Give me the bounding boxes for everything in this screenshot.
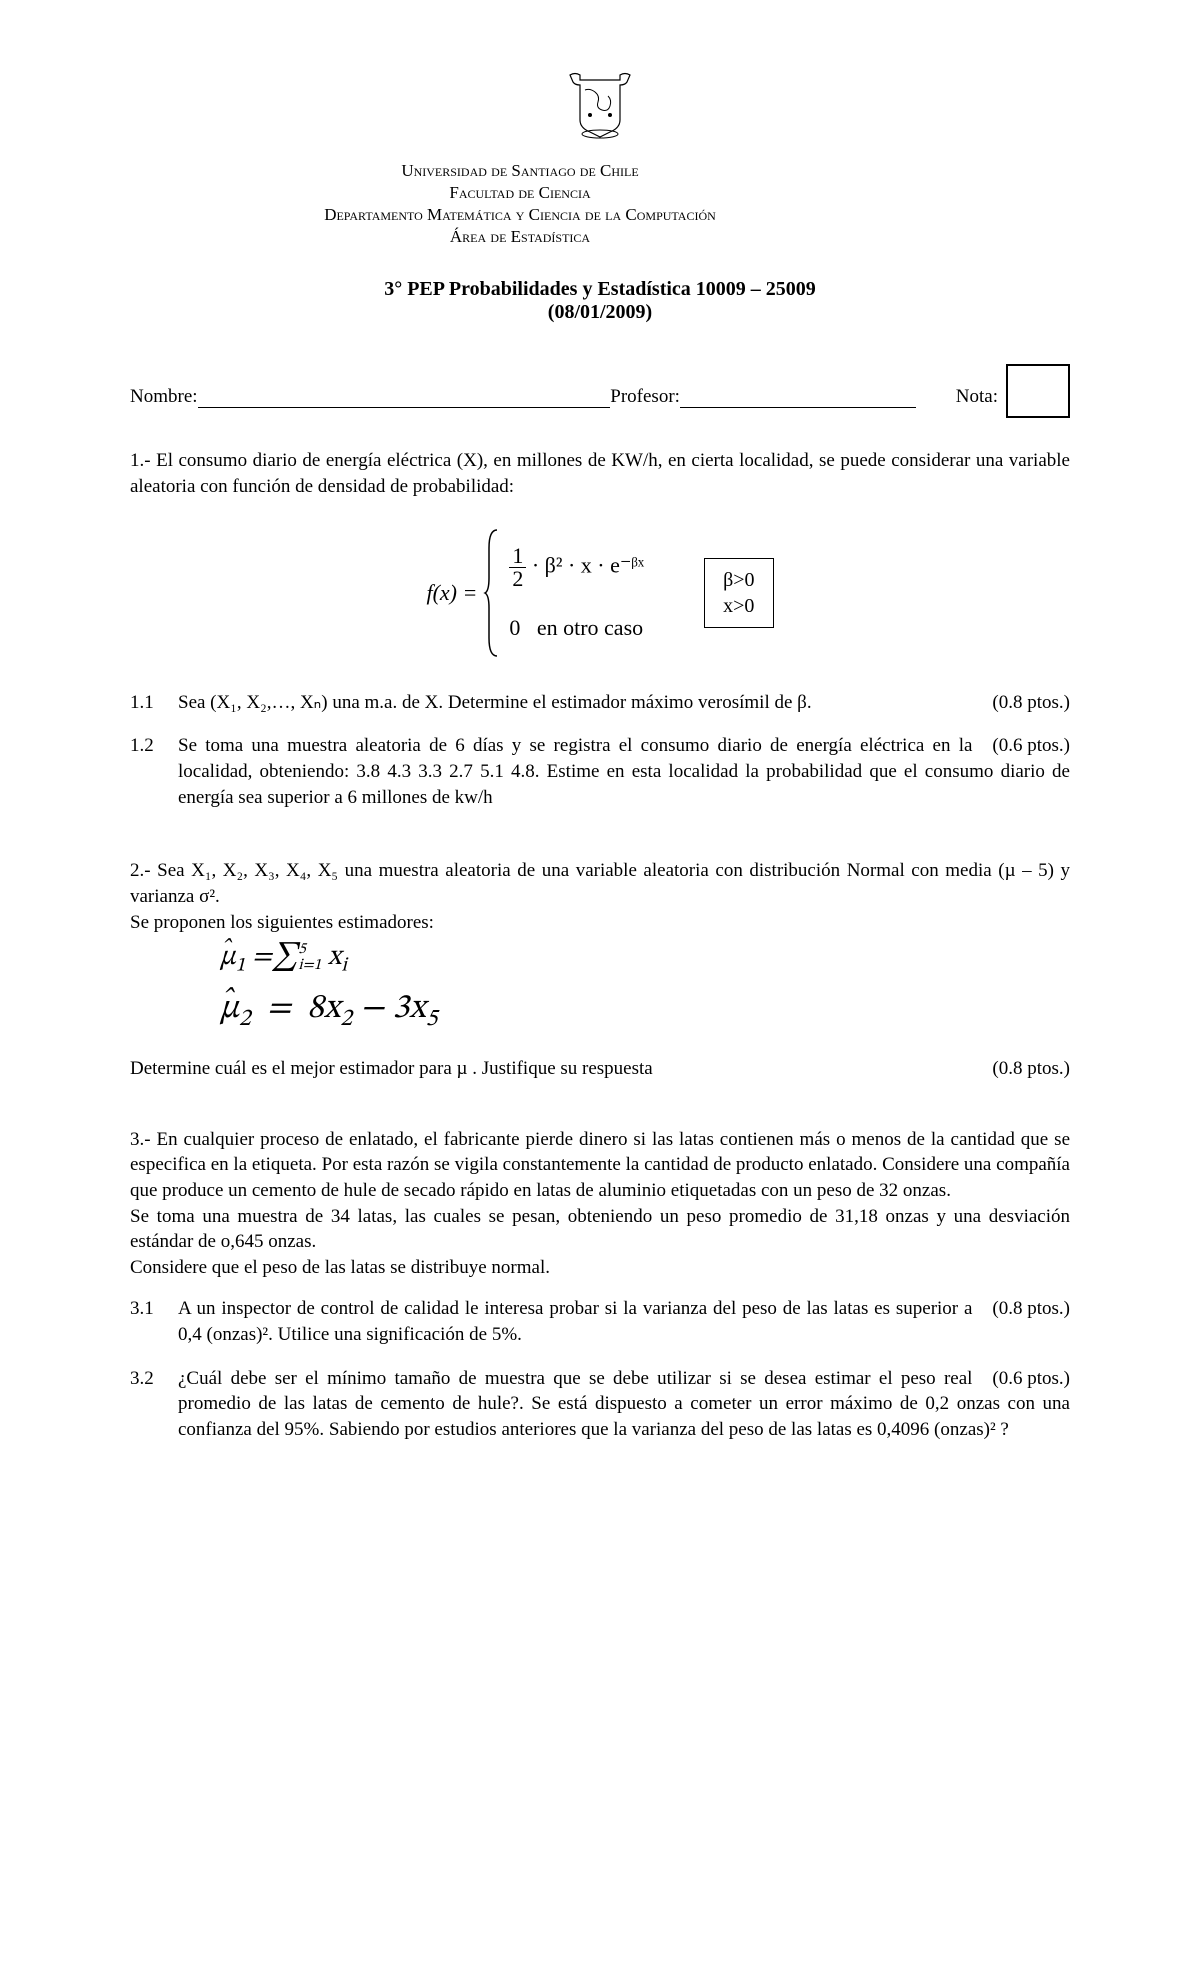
subitem-text: Se toma una muestra aleatoria de 6 días … [178, 735, 1070, 807]
subitem-text: A un inspector de control de calidad le … [178, 1298, 972, 1345]
q3-para1: 3.- En cualquier proceso de enlatado, el… [130, 1127, 1070, 1204]
subitem-number: 3.1 [130, 1296, 178, 1347]
fx-label: f(x) = [426, 580, 477, 606]
document-page: Universidad de Santiago de Chile Faculta… [0, 0, 1200, 1976]
title-line: 3° PEP Probabilidades y Estadística 1000… [130, 278, 1070, 301]
q1-intro: 1.- El consumo diario de energía eléctri… [130, 448, 1070, 499]
title-line: (08/01/2009) [130, 301, 1070, 324]
subitem-text: Sea (X₁, X₂,…, Xₙ) una m.a. de X. Determ… [178, 692, 812, 713]
university-logo [130, 70, 1070, 145]
cond-beta: β>0 [723, 567, 754, 593]
points: (0.6 ptos.) [992, 733, 1070, 759]
q1-subitems: 1.1 (0.8 ptos.) Sea (X₁, X₂,…, Xₙ) una m… [130, 690, 1070, 811]
subitem-number: 1.1 [130, 690, 178, 716]
q3-para3: Considere que el peso de las latas se di… [130, 1255, 1070, 1281]
density-case1: · β² · x · e⁻ᵝˣ [532, 552, 644, 577]
q2-prompt-text: Determine cuál es el mejor estimador par… [130, 1058, 653, 1079]
points: (0.6 ptos.) [992, 1366, 1070, 1392]
estimator-mu1: µˆ1 =∑5i=1 xi [220, 935, 1070, 982]
nombre-line [198, 386, 611, 408]
institution-line: Universidad de Santiago de Chile [0, 160, 1070, 182]
institution-line: Departamento Matemática y Ciencia de la … [0, 204, 1070, 226]
q1-formula: f(x) = 12 · β² · x · e⁻ᵝˣ 0 en otro caso… [130, 528, 1070, 658]
institution-line: Facultad de Ciencia [0, 182, 1070, 204]
q3-para2: Se toma una muestra de 34 latas, las cua… [130, 1204, 1070, 1255]
nota-box [1006, 364, 1070, 418]
cond-x: x>0 [723, 593, 754, 619]
profesor-line [680, 386, 916, 408]
estimator-formulas: µˆ1 =∑5i=1 xi µˆ2 = 8x2 − 3x5 [220, 935, 1070, 1038]
q3-subitems: 3.1 (0.8 ptos.) A un inspector de contro… [130, 1296, 1070, 1442]
name-row: Nombre: Profesor: Nota: [130, 364, 1070, 408]
points: (0.8 ptos.) [992, 690, 1070, 716]
q2-prompt: (0.8 ptos.) Determine cuál es el mejor e… [130, 1056, 1070, 1082]
subitem-number: 1.2 [130, 733, 178, 810]
profesor-label: Profesor: [610, 386, 680, 408]
q1-sub2: 1.2 (0.6 ptos.) Se toma una muestra alea… [130, 733, 1070, 810]
subitem-text: ¿Cuál debe ser el mínimo tamaño de muest… [178, 1368, 1070, 1440]
q2-intro: 2.- Sea X₁, X₂, X₃, X₄, X₅ una muestra a… [130, 858, 1070, 909]
density-case2: 0 en otro caso [509, 615, 644, 641]
left-brace-icon [483, 528, 501, 658]
subitem-number: 3.2 [130, 1366, 178, 1443]
nombre-label: Nombre: [130, 386, 198, 408]
institution-line: Área de Estadística [0, 226, 1070, 248]
nota-label: Nota: [956, 386, 998, 408]
q2-line2: Se proponen los siguientes estimadores: [130, 910, 1070, 936]
estimator-mu2: µˆ2 = 8x2 − 3x5 [220, 982, 1070, 1038]
q3-sub1: 3.1 (0.8 ptos.) A un inspector de contro… [130, 1296, 1070, 1347]
exam-title: 3° PEP Probabilidades y Estadística 1000… [130, 278, 1070, 324]
institution-block: Universidad de Santiago de Chile Faculta… [0, 160, 1070, 248]
q1-sub1: 1.1 (0.8 ptos.) Sea (X₁, X₂,…, Xₙ) una m… [130, 690, 1070, 716]
points: (0.8 ptos.) [992, 1296, 1070, 1322]
q3-sub2: 3.2 (0.6 ptos.) ¿Cuál debe ser el mínimo… [130, 1366, 1070, 1443]
condition-box: β>0 x>0 [704, 558, 773, 628]
points: (0.8 ptos.) [992, 1056, 1070, 1082]
